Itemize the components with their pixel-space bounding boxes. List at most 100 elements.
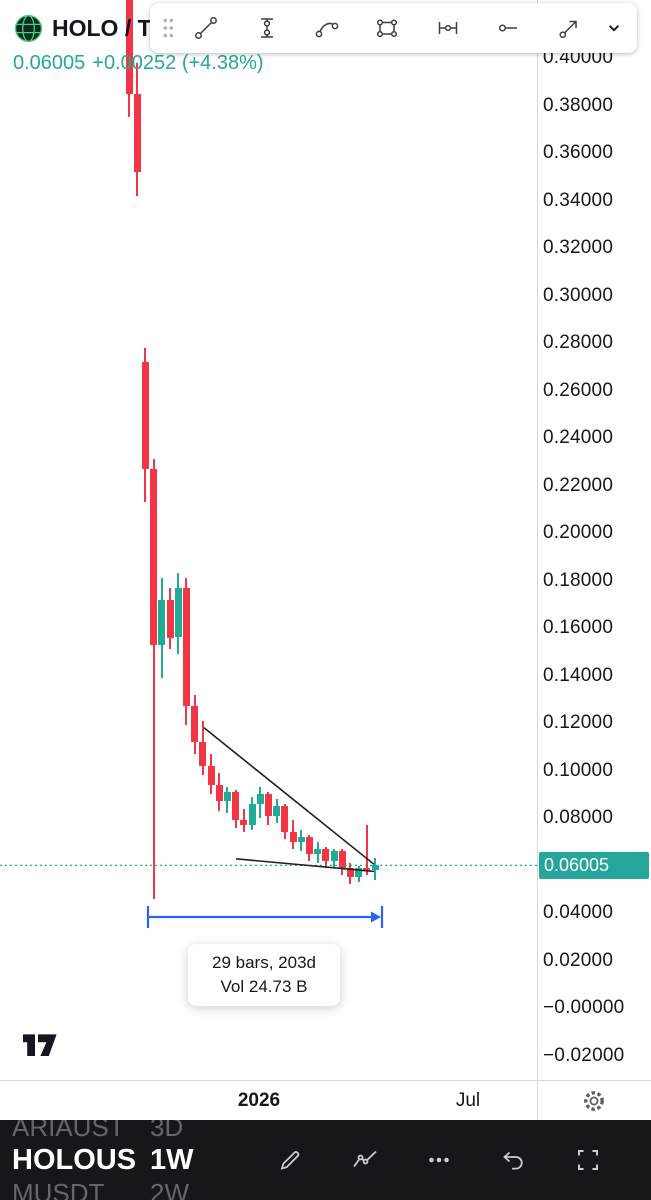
more-icon[interactable]	[420, 1141, 458, 1179]
price-axis-label: 0.26000	[543, 379, 614, 401]
candle-body	[363, 867, 371, 871]
price-axis-label: 0.28000	[543, 332, 614, 353]
price-change: +0.00252 (+4.38%)	[92, 52, 264, 74]
price-axis[interactable]: 0.40000 0.38000 0.36000 0.34000 0.32000 0.300…	[537, 0, 651, 1080]
drag-handle-icon[interactable]	[160, 15, 176, 41]
trend-line-icon[interactable]	[189, 11, 223, 45]
price-axis-label: 0.20000	[543, 522, 614, 543]
pencil-icon[interactable]	[271, 1141, 309, 1179]
price-axis-label: 0.18000	[543, 569, 614, 591]
undo-icon[interactable]	[494, 1141, 532, 1179]
bottom-toolbar: ARIAUST 3D HOLOUS 1W MUSDT 2W	[0, 1120, 651, 1200]
candle-body	[141, 362, 149, 469]
candle-body	[322, 848, 330, 861]
price-row: 0.06005 +0.00252 (+4.38%)	[13, 52, 271, 75]
candle-wick	[152, 459, 155, 899]
price-axis-label: 0.10000	[543, 759, 614, 781]
price-axis-label: 0.36000	[543, 142, 614, 163]
horizontal-ray-icon[interactable]	[491, 11, 525, 45]
price-axis-label: 0.12000	[543, 712, 614, 733]
candle-body	[371, 865, 379, 871]
price-axis-label: 0.24000	[543, 427, 614, 448]
price-axis-label: 0.34000	[543, 189, 614, 211]
candle-body	[256, 794, 264, 804]
time-axis-label: Jul	[455, 1090, 481, 1111]
vertical-range-icon[interactable]	[250, 11, 284, 45]
drawing-tools	[176, 11, 599, 45]
candle-body	[199, 742, 207, 766]
measure-tooltip-volume: Vol 24.73 B	[220, 977, 308, 996]
measure-tooltip: 29 bars, 203d Vol 24.73 B	[188, 944, 340, 1006]
last-price: 0.06005	[13, 52, 86, 74]
picker-symbol: ARIAUST	[12, 1120, 125, 1142]
candle-body	[232, 791, 240, 821]
price-axis-label: 0.16000	[543, 617, 614, 638]
axis-separator	[537, 1081, 538, 1121]
candle-body	[330, 851, 338, 861]
candle-body	[338, 851, 346, 868]
curve-icon[interactable]	[310, 11, 344, 45]
drawing-toolbar	[150, 3, 637, 53]
fullscreen-icon[interactable]	[569, 1141, 607, 1179]
time-axis-label: 2026	[237, 1090, 281, 1111]
candle-body	[174, 587, 182, 638]
trendline-drawing[interactable]	[203, 727, 375, 865]
chevron-down-icon[interactable]	[599, 13, 629, 43]
indicators-icon[interactable]	[346, 1141, 384, 1179]
candle-body	[215, 784, 223, 802]
picker-symbol: MUSDT	[12, 1178, 105, 1200]
candle-body	[182, 587, 190, 707]
current-price-badge: 0.06005	[539, 851, 649, 879]
candle-body	[305, 837, 313, 854]
candle-body	[133, 93, 141, 172]
price-axis-label: 0.04000	[543, 902, 614, 923]
symbol-logo-icon[interactable]	[13, 13, 44, 44]
picker-interval: 2W	[150, 1178, 189, 1200]
price-axis-label: −0.02000	[543, 1044, 625, 1066]
picker-row[interactable]: MUSDT 2W	[12, 1178, 189, 1200]
picker-row[interactable]: ARIAUST 3D	[12, 1120, 183, 1143]
price-axis-label: 0.38000	[543, 94, 614, 116]
candle-body	[223, 791, 231, 802]
price-axis-label: 0.08000	[543, 807, 614, 828]
horizontal-range-icon[interactable]	[431, 11, 465, 45]
picker-row-selected[interactable]: HOLOUS 1W	[12, 1144, 194, 1177]
measure-tooltip-bars: 29 bars, 203d	[212, 953, 316, 972]
symbol-interval-picker[interactable]: ARIAUST 3D HOLOUS 1W MUSDT 2W	[0, 1120, 235, 1200]
candle-body	[281, 806, 289, 833]
candle-body	[314, 848, 322, 854]
candle-body	[248, 803, 256, 826]
candle-body	[191, 706, 199, 742]
rectangle-icon[interactable]	[370, 11, 404, 45]
candle-body	[240, 820, 248, 826]
candle-body	[297, 837, 305, 842]
candle-body	[125, 0, 133, 94]
candle-body	[355, 867, 363, 878]
chart-drawings-overlay	[0, 727, 537, 928]
price-axis-label: −0.00000	[543, 997, 625, 1018]
candle-body	[273, 806, 281, 816]
bottom-bar-icons	[235, 1120, 651, 1200]
trendline-drawing[interactable]	[235, 858, 375, 873]
price-axis-label: 0.22000	[543, 474, 614, 496]
time-axis[interactable]: 2026 Jul	[0, 1080, 651, 1121]
candle-body	[166, 599, 174, 638]
price-axis-label: 0.30000	[543, 284, 614, 306]
price-axis-label: 0.32000	[543, 237, 614, 258]
settings-gear-icon[interactable]	[581, 1088, 607, 1114]
chart-canvas[interactable]: 29 bars, 203d Vol 24.73 B	[0, 0, 537, 1080]
candle-wick	[365, 825, 368, 875]
measure-arrowhead	[371, 911, 381, 923]
price-axis-label: 0.02000	[543, 949, 614, 971]
picker-interval: 3D	[150, 1120, 184, 1142]
arrow-icon[interactable]	[552, 11, 586, 45]
tradingview-logo[interactable]	[20, 1026, 62, 1062]
symbol-name[interactable]: HOLO / Te	[52, 15, 163, 41]
picker-symbol: HOLOUS	[12, 1144, 137, 1176]
candle-body	[346, 867, 354, 878]
picker-interval: 1W	[150, 1144, 194, 1176]
candle-body	[207, 765, 215, 785]
price-axis-label: 0.14000	[543, 664, 614, 686]
candle-body	[289, 832, 297, 842]
